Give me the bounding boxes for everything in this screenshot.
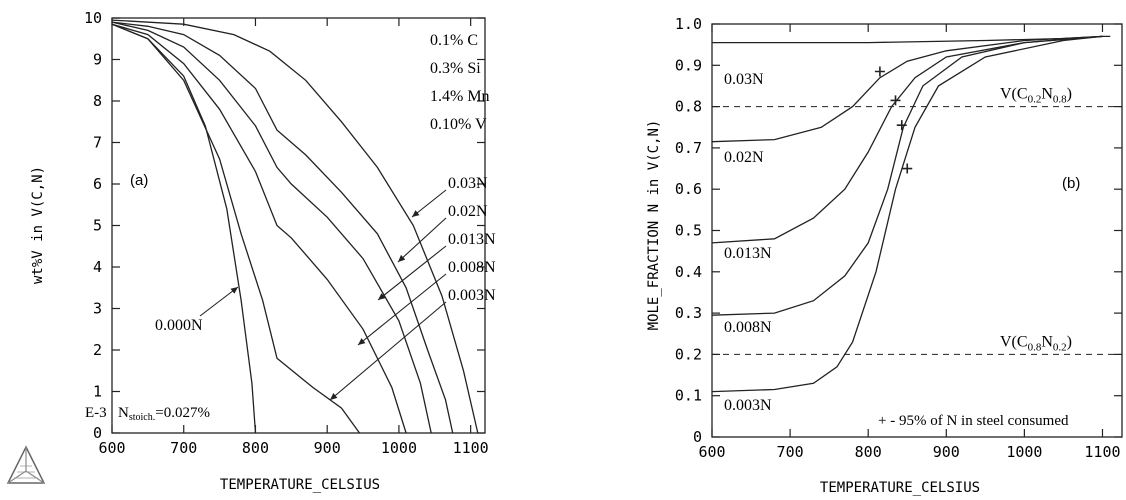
a-ytick-label: 4 bbox=[93, 258, 102, 276]
chart-panel-a: 0 1 2 3 4 5 6 7 8 9 10 600 700 800 900 1000 1100 0.000N… bbox=[30, 9, 496, 493]
a-series-line bbox=[112, 20, 478, 433]
a-ytick-label: 2 bbox=[93, 341, 102, 359]
b-xtick-label: 900 bbox=[933, 443, 960, 461]
reference-lines-b: V(C0.2N0.8) V(C0.8N0.2) bbox=[712, 86, 1122, 355]
logo-triangle-icon bbox=[8, 447, 44, 483]
x-axis-title-a: TEMPERATURE_CELSIUS bbox=[220, 477, 380, 493]
a-xtick-label: 600 bbox=[98, 439, 125, 457]
a-ytick-label: 6 bbox=[93, 175, 102, 193]
b-series-label: 0.03N bbox=[724, 71, 764, 88]
a-label-arrowhead bbox=[358, 338, 365, 345]
composition-line-3: 1.4% Mn bbox=[430, 88, 490, 105]
plot-frame-b bbox=[712, 24, 1122, 437]
a-label-arrowhead bbox=[230, 287, 238, 294]
a-series-label: 0.003N bbox=[448, 287, 496, 304]
a-ytick-label: 1 bbox=[93, 383, 102, 401]
b-series-label: 0.02N bbox=[724, 149, 764, 166]
panel-label-a: (a) bbox=[130, 172, 148, 189]
a-ytick-label: 5 bbox=[93, 217, 102, 235]
b-xtick-label: 600 bbox=[698, 443, 725, 461]
stoich-label-a: Nstoich.=0.027% bbox=[118, 405, 210, 423]
b-ytick-label: 0.9 bbox=[675, 56, 702, 74]
a-series-label: 0.02N bbox=[448, 203, 488, 220]
series-labels-a: 0.000N 0.003N 0.008N 0.013N 0.02N 0.03N bbox=[155, 175, 496, 400]
chart-panel-b: 0 0.1 0.2 0.3 0.4 0.5 0.6 0.7 0.8 0.9 1.0 600 700 80… bbox=[646, 15, 1122, 496]
y-axis-a: 0 1 2 3 4 5 6 7 8 9 10 bbox=[84, 9, 485, 442]
a-xtick-label: 1100 bbox=[453, 439, 489, 457]
a-series-label: 0.03N bbox=[448, 175, 488, 192]
series-group-a bbox=[112, 20, 478, 433]
a-ytick-label: 8 bbox=[93, 92, 102, 110]
b-ytick-label: 0.5 bbox=[675, 222, 702, 240]
b-reference-label: V(C0.8N0.2) bbox=[1000, 333, 1072, 353]
b-ytick-label: 0.2 bbox=[675, 345, 702, 363]
a-xtick-label: 1000 bbox=[381, 439, 417, 457]
b-ytick-label: 1.0 bbox=[675, 15, 702, 33]
composition-line-4: 0.10% V bbox=[430, 116, 487, 133]
a-series-line bbox=[112, 24, 360, 433]
b-reference-label: V(C0.2N0.8) bbox=[1000, 86, 1072, 106]
a-series-line bbox=[112, 24, 406, 433]
a-series-label: 0.000N bbox=[155, 317, 203, 334]
a-series-label: 0.013N bbox=[448, 231, 496, 248]
x-axis-title-b: TEMPERATURE_CELSIUS bbox=[820, 480, 980, 496]
a-series-line bbox=[112, 22, 453, 433]
a-label-arrow bbox=[398, 218, 446, 262]
b-ytick-label: 0.7 bbox=[675, 139, 702, 157]
a-ytick-label: 10 bbox=[84, 9, 102, 27]
a-xtick-label: 800 bbox=[242, 439, 269, 457]
a-label-arrow bbox=[358, 274, 446, 345]
b-ytick-label: 0.4 bbox=[675, 263, 702, 281]
b-ytick-label: 0.8 bbox=[675, 98, 702, 116]
annotation-text-b: + - 95% of N in steel consumed bbox=[878, 413, 1069, 429]
x-axis-a: 600 700 800 900 1000 1100 bbox=[98, 18, 488, 457]
b-xtick-label: 1100 bbox=[1084, 443, 1120, 461]
y-axis-title-a: wt%V in V(C,N) bbox=[30, 166, 46, 284]
composition-block: 0.1% C 0.3% Si 1.4% Mn 0.10% V bbox=[430, 32, 490, 133]
b-series-label: 0.008N bbox=[724, 319, 772, 336]
a-series-line bbox=[112, 24, 256, 433]
b-xtick-label: 800 bbox=[855, 443, 882, 461]
b-xtick-label: 1000 bbox=[1006, 443, 1042, 461]
plot-frame-a bbox=[112, 18, 485, 433]
a-ytick-label: 3 bbox=[93, 300, 102, 318]
a-xtick-label: 700 bbox=[170, 439, 197, 457]
a-xtick-label: 900 bbox=[314, 439, 341, 457]
composition-line-1: 0.1% C bbox=[430, 32, 478, 49]
a-ytick-label: 9 bbox=[93, 51, 102, 69]
x-axis-b: 600 700 800 900 1000 1100 bbox=[698, 24, 1120, 461]
b-series-line bbox=[712, 36, 1103, 315]
series-labels-b: 0.03N 0.02N 0.013N 0.008N 0.003N bbox=[724, 71, 772, 414]
b-xtick-label: 700 bbox=[777, 443, 804, 461]
a-label-arrow bbox=[200, 287, 238, 316]
b-series-label: 0.003N bbox=[724, 397, 772, 414]
a-label-arrowhead bbox=[412, 210, 419, 217]
y-axis-title-b: MOLE_FRACTION N in V(C,N) bbox=[646, 120, 662, 331]
b-ytick-label: 0.6 bbox=[675, 180, 702, 198]
b-ytick-label: 0.1 bbox=[675, 387, 702, 405]
b-ytick-label: 0.3 bbox=[675, 304, 702, 322]
b-series-label: 0.013N bbox=[724, 245, 772, 262]
a-series-label: 0.008N bbox=[448, 259, 496, 276]
y-exponent-label-a: E-3 bbox=[85, 405, 107, 421]
panel-label-b: (b) bbox=[1062, 175, 1080, 192]
composition-line-2: 0.3% Si bbox=[430, 60, 481, 77]
a-ytick-label: 7 bbox=[93, 134, 102, 152]
